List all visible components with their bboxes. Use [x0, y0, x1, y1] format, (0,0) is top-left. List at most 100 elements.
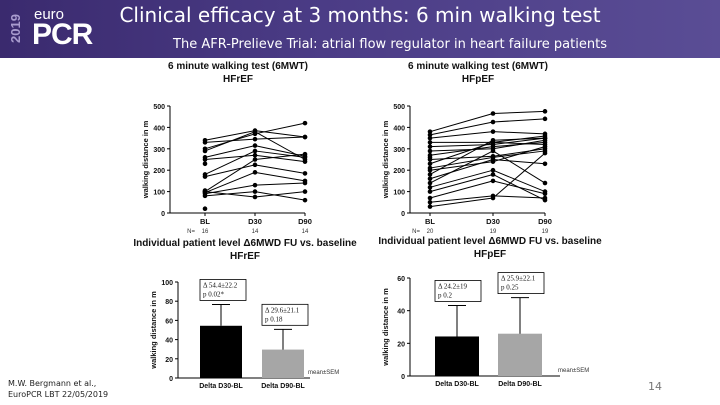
data-point: [490, 172, 496, 177]
x-tick-label: Delta D30-BL: [435, 381, 479, 388]
series-line-segment: [492, 180, 546, 195]
y-tick-label: 500: [393, 104, 405, 111]
x-tick-label: D90: [298, 217, 312, 226]
data-point: [427, 148, 433, 154]
y-tick-label: 100: [153, 190, 165, 197]
series-line-segment: [204, 159, 256, 193]
series-line-segment: [492, 118, 546, 123]
series-line-segment: [429, 139, 494, 175]
series-line-segment: [254, 122, 306, 135]
annotation-p: p 0.02*: [203, 290, 225, 298]
series-line-segment: [204, 154, 256, 160]
y-tick-label: 0: [161, 211, 165, 218]
annotation-box: [261, 303, 309, 326]
series-line-segment: [204, 191, 256, 197]
series-line-segment: [254, 171, 306, 182]
annotation-delta: Δ 54.4±22.2: [203, 281, 238, 289]
logo-pcr: PCR: [32, 18, 93, 51]
data-point: [202, 148, 208, 154]
n-value: 14: [302, 229, 309, 235]
series-line-segment: [429, 131, 494, 139]
data-point: [302, 120, 308, 126]
data-point: [302, 171, 308, 176]
x-tick-label: D30: [486, 217, 500, 226]
series-line-segment: [204, 171, 256, 194]
y-tick-label: 300: [153, 147, 165, 154]
chart-subtitle: HFrEF: [230, 251, 260, 262]
y-tick-label: 0: [401, 374, 405, 381]
annotation-box: [199, 279, 247, 301]
mean-sem-note: mean±SEM: [558, 368, 589, 374]
series-line-segment: [254, 191, 306, 198]
series-line-segment: [429, 144, 494, 148]
data-point: [542, 135, 548, 141]
series-line-segment: [492, 150, 546, 184]
series-line-segment: [429, 195, 494, 203]
series-line-segment: [204, 191, 256, 198]
annotation-p: p 0.2: [438, 291, 453, 299]
data-point: [427, 172, 433, 177]
data-point: [252, 182, 258, 188]
data-point: [542, 150, 548, 156]
series-line-segment: [429, 197, 494, 208]
data-point: [252, 194, 258, 200]
data-point: [202, 188, 208, 193]
europcr-logo: 2019 euro PCR: [8, 4, 118, 54]
y-axis-label: walking distance in m: [149, 291, 158, 370]
y-tick-label: 400: [393, 125, 405, 132]
data-point: [490, 148, 496, 154]
series-line-segment: [429, 121, 494, 136]
series-line-segment: [429, 169, 494, 188]
n-value: 19: [542, 229, 549, 235]
x-tick-label: BL: [425, 217, 435, 226]
data-point: [252, 143, 258, 148]
data-point: [427, 132, 433, 138]
series-line-segment: [492, 152, 546, 199]
series-line-segment: [492, 110, 546, 114]
x-tick-label: D90: [538, 217, 552, 226]
data-point: [490, 167, 496, 173]
bar: [262, 349, 304, 378]
y-tick-label: 200: [153, 168, 165, 175]
data-point: [427, 144, 433, 149]
data-point: [252, 162, 258, 168]
chart-title: Individual patient level Δ6MWD FU vs. ba…: [133, 238, 357, 249]
series-line-segment: [492, 137, 546, 146]
data-point: [302, 159, 308, 164]
y-axis-label: walking distance in m: [381, 288, 390, 367]
y-tick-label: 500: [153, 104, 165, 111]
data-point: [542, 109, 548, 114]
data-point: [202, 206, 208, 212]
y-tick-label: 40: [165, 338, 173, 345]
chart-title: 6 minute walking test (6MWT): [168, 61, 308, 72]
footer-line-2: EuroPCR LBT 22/05/2019: [8, 390, 109, 399]
data-point: [490, 119, 496, 125]
data-point: [302, 151, 308, 157]
data-point: [302, 197, 308, 203]
data-point: [490, 195, 496, 201]
charts-area: 6 minute walking test (6MWT)HFrEF0100200…: [133, 61, 602, 390]
data-point: [542, 116, 548, 122]
data-point: [427, 135, 433, 141]
data-point: [427, 204, 433, 209]
series-line-segment: [204, 164, 256, 178]
data-point: [427, 200, 433, 205]
series-line-segment: [429, 146, 494, 156]
data-point: [490, 137, 496, 143]
y-tick-label: 100: [393, 190, 405, 197]
y-tick-label: 300: [393, 147, 405, 154]
series-line-segment: [429, 148, 494, 152]
series-line-segment: [254, 136, 306, 140]
data-point: [202, 161, 208, 167]
series-line-segment: [204, 130, 256, 141]
data-point: [427, 167, 433, 173]
y-tick-label: 20: [165, 357, 173, 364]
chart-subtitle: HFpEF: [474, 249, 506, 260]
annotation-delta: Δ 24.2±19: [438, 282, 467, 290]
series-line-segment: [492, 169, 546, 193]
data-point: [252, 136, 258, 142]
chart-title: Individual patient level Δ6MWD FU vs. ba…: [378, 236, 602, 247]
data-point: [302, 134, 308, 140]
y-tick-label: 100: [161, 280, 173, 287]
chart-subtitle: HFpEF: [462, 74, 494, 85]
